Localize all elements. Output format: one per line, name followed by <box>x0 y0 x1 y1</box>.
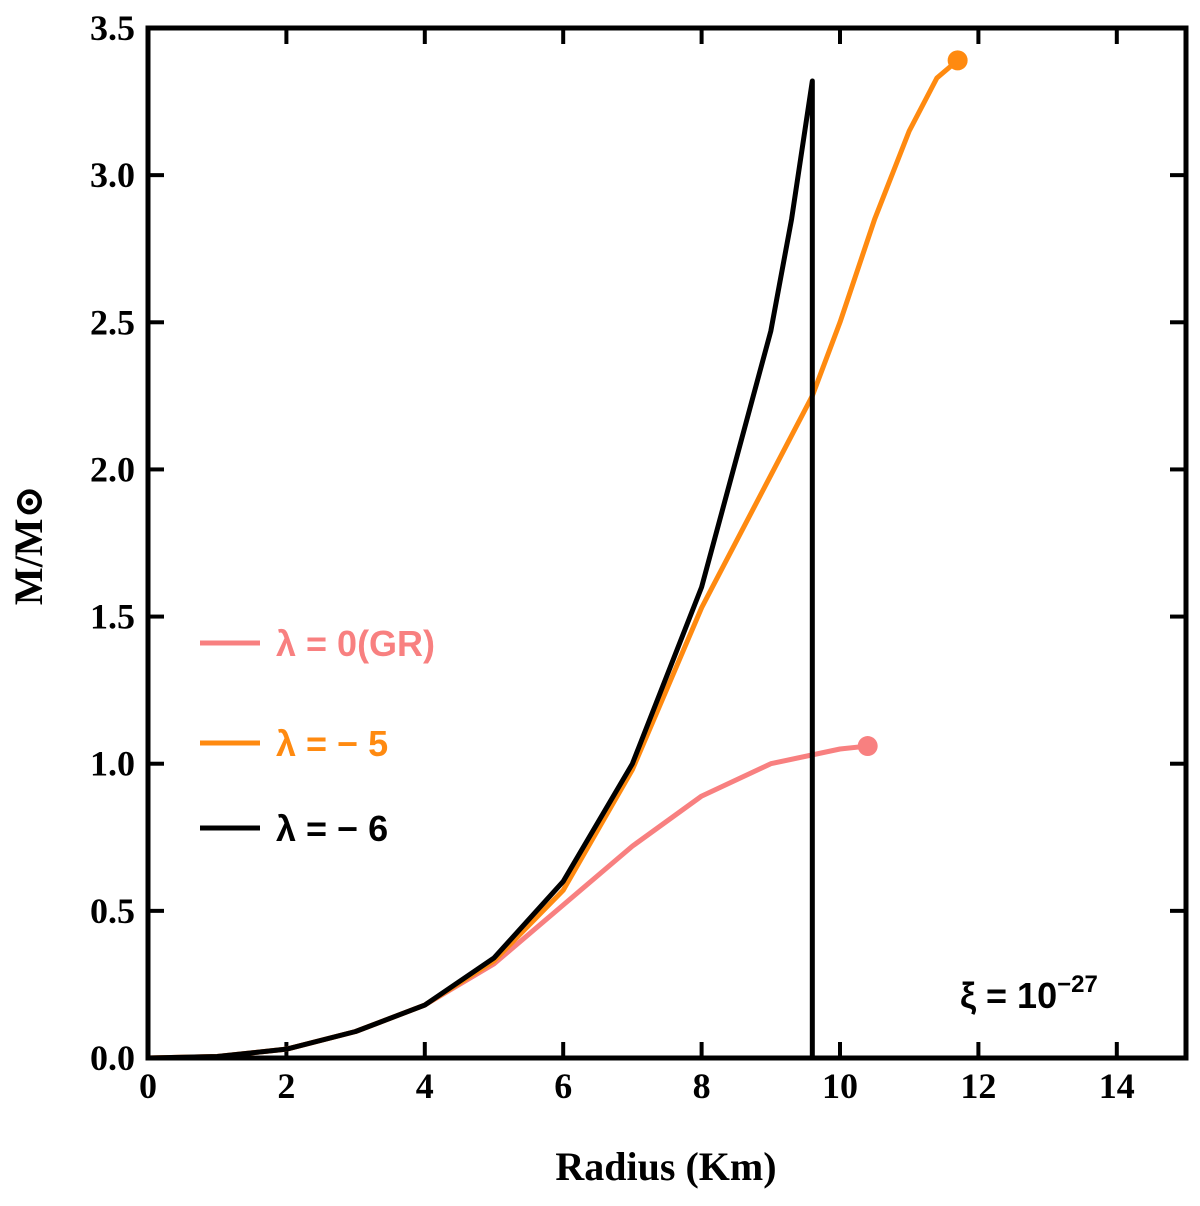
annotation: ξ = 10−27 <box>960 971 1098 1016</box>
y-tick-label: 1.5 <box>90 597 135 637</box>
x-axis-label: Radius (Km) <box>555 1144 776 1189</box>
x-tick-label: 8 <box>693 1066 711 1106</box>
series-line <box>147 743 868 1061</box>
x-tick-label: 4 <box>416 1066 434 1106</box>
x-tick-label: 10 <box>822 1066 858 1106</box>
legend-label: λ = − 5 <box>276 723 388 764</box>
y-tick-label: 2.0 <box>90 449 135 489</box>
y-tick-label: 3.0 <box>90 155 135 195</box>
y-tick-label: 0.5 <box>90 891 135 931</box>
x-tick-label: 12 <box>960 1066 996 1106</box>
series-line <box>147 78 815 1061</box>
annotation-superscript: −27 <box>1057 971 1098 998</box>
y-tick-label: 3.5 <box>90 8 135 48</box>
x-tick-label: 6 <box>554 1066 572 1106</box>
y-axis-label: M/M⊙ <box>6 485 51 605</box>
y-tick-label: 1.0 <box>90 744 135 784</box>
end-marker <box>857 736 878 757</box>
y-tick-label: 0.0 <box>90 1038 135 1078</box>
x-tick-label: 0 <box>139 1066 157 1106</box>
annotation-text: ξ = 10 <box>960 975 1057 1016</box>
x-tick-label: 2 <box>277 1066 295 1106</box>
legend-label: λ = − 6 <box>276 808 388 849</box>
legend-label: λ = 0(GR) <box>276 623 435 664</box>
x-tick-label: 14 <box>1099 1066 1135 1106</box>
series-line <box>147 58 960 1061</box>
plot-frame <box>145 25 1189 1061</box>
y-tick-label: 2.5 <box>90 302 135 342</box>
end-marker <box>947 50 968 71</box>
